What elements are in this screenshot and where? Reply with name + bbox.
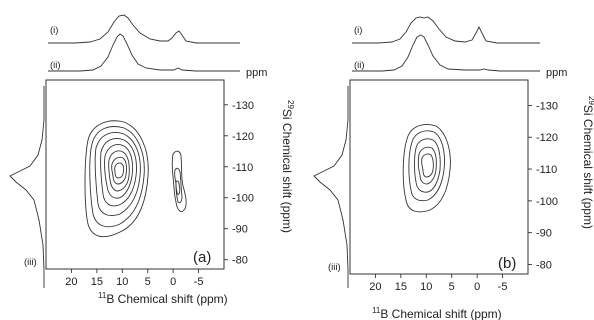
panel-a-trace-tag-iii: (iii) [24, 257, 37, 268]
panel-a-contour-level [104, 144, 134, 199]
panel-a-contour-level [89, 126, 145, 228]
panel-a-contours [84, 120, 187, 238]
panel-a-y-unit-label: ppm [246, 67, 267, 79]
panel-b-projection-iii [313, 86, 349, 288]
panel-b-trace-tag-i: (i) [354, 25, 362, 36]
panel-a-contour-level [84, 120, 149, 238]
panel-b-x-axis-label: B Chemical shift (ppm) [380, 307, 501, 320]
panel-b-contours [402, 124, 451, 213]
panel-b-contour-level [417, 146, 437, 185]
panel-b-projection-i [352, 16, 540, 44]
panel-a-y-axis-isotope: 29 [286, 100, 295, 109]
panel-a-x-tick-label: -5 [194, 276, 204, 288]
panel-a-y-tick-label: -130 [232, 100, 254, 112]
panel-a-x-tick-label: 10 [116, 276, 128, 288]
panel-a-y-tick-label: -120 [232, 131, 254, 143]
panel-a-y-tick-label: -80 [232, 255, 248, 267]
panel-a-projection-i [48, 14, 240, 44]
panel-b-y-unit-label: ppm [546, 67, 567, 79]
panel-b-x-axis: 20 15 10 5 0 -5 [369, 274, 507, 293]
panel-a-x-axis-title: 11B Chemical shift (ppm) [98, 291, 228, 306]
panel-a: (i) (ii) ppm (iii) (a) 20 15 10 5 0 -5 -130-1… [9, 14, 295, 306]
panel-b-x-axis-isotope: 11 [372, 306, 381, 315]
panel-b-y-tick-label: -130 [536, 100, 558, 112]
panel-b-panel-label: (b) [498, 255, 516, 272]
panel-b-x-tick-label: 5 [449, 281, 455, 293]
panel-a-trace-tag-ii: (ii) [50, 60, 61, 71]
panel-a-y-axis-title: 29Si Chemical shift (ppm) [280, 100, 295, 233]
panel-b-x-tick-label: 0 [474, 281, 480, 293]
panel-a-contour-level [114, 162, 125, 179]
panel-b-trace-tag-iii: (iii) [328, 262, 341, 273]
panel-a-trace-tag-i: (i) [50, 25, 58, 36]
panel-a-projection-ii [48, 33, 240, 72]
panel-a-x-axis-isotope: 11 [98, 291, 107, 300]
panel-a-contour-level [111, 156, 127, 185]
panel-b-y-tick-label: -100 [536, 196, 558, 208]
panel-b-x-tick-label: 15 [395, 281, 407, 293]
panel-b-y-tick-label: -110 [536, 164, 557, 176]
panel-b-contour-level [414, 138, 441, 193]
panel-b-trace-tag-ii: (ii) [354, 60, 365, 71]
panel-b-x-axis-title: 11B Chemical shift (ppm) [372, 306, 502, 320]
panel-b-contour-level [402, 124, 451, 213]
panel-b-x-tick-label: 20 [369, 281, 381, 293]
panel-a-projection-iii [9, 86, 45, 288]
panel-a-y-tick-label: -90 [232, 224, 248, 236]
panel-b-y-axis-isotope: 29 [587, 96, 594, 105]
panel-a-contour-level [94, 132, 141, 216]
panel-b-y-axis-title: 29Si Chemical shift (ppm) [581, 96, 594, 229]
panel-b-contour-level [408, 130, 445, 202]
panel-a-contour-level [100, 138, 137, 207]
panel-b-y-axis: -130 -120 -110 -100 -90 -80 [528, 100, 558, 271]
panel-b-projection-ii [352, 34, 540, 72]
panel-b: (i) (ii) ppm (iii) (b) 20 15 10 5 0 -5 -130-1… [313, 16, 594, 320]
panel-b-y-tick-label: -80 [536, 259, 552, 271]
panel-a-y-axis-label: Si Chemical shift (ppm) [280, 109, 294, 233]
panel-a-x-axis: 20 15 10 5 0 -5 [65, 269, 203, 288]
panel-a-x-tick-label: 15 [91, 276, 103, 288]
panel-b-x-tick-label: 10 [420, 281, 432, 293]
panel-b-plot-frame [349, 79, 529, 275]
panel-b-y-axis-label: Si Chemical shift (ppm) [581, 105, 594, 229]
panel-a-x-tick-label: 20 [65, 276, 77, 288]
panel-a-x-tick-label: 0 [170, 276, 176, 288]
panel-a-y-axis: -130 -120 -110 -100 -90 -80 [224, 100, 254, 267]
panel-a-panel-label: (a) [193, 249, 211, 266]
panel-a-contour-level [175, 180, 181, 195]
panel-a-contour-level [108, 150, 130, 192]
panel-a-contour-level [171, 150, 187, 213]
panel-b-contour-level [421, 153, 434, 178]
panel-a-x-axis-label: B Chemical shift (ppm) [106, 292, 227, 306]
panel-b-y-tick-label: -90 [536, 228, 552, 240]
panel-a-plot-frame [45, 79, 225, 270]
panel-a-x-tick-label: 5 [145, 276, 151, 288]
panel-a-y-tick-label: -100 [232, 193, 254, 205]
panel-b-x-tick-label: -5 [498, 281, 508, 293]
panel-b-y-tick-label: -120 [536, 132, 558, 144]
panel-a-y-tick-label: -110 [232, 162, 253, 174]
